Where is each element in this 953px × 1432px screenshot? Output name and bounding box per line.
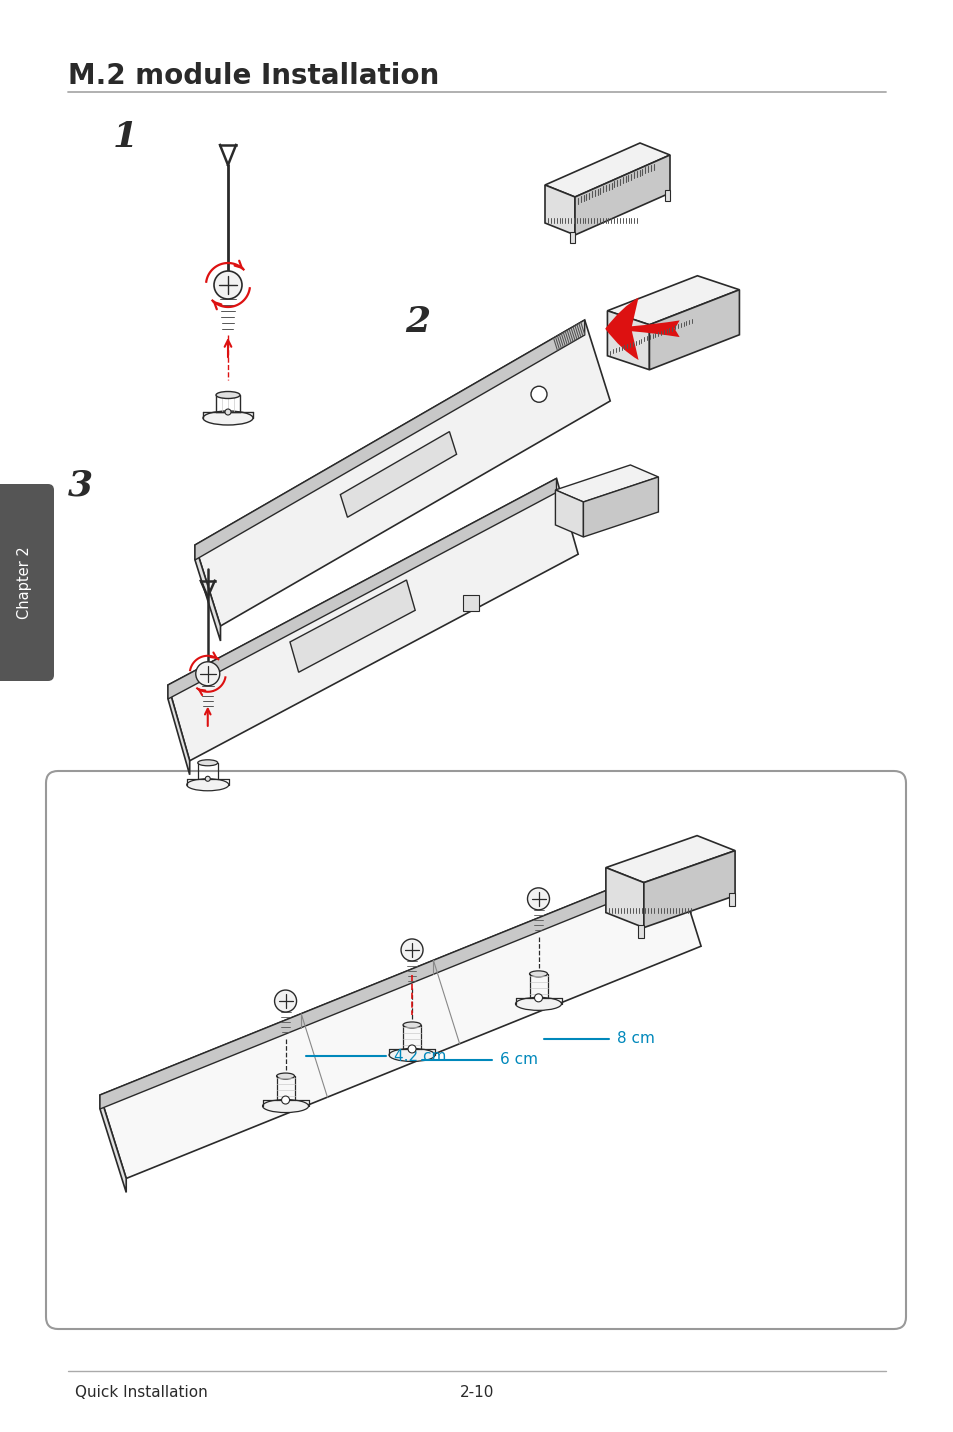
Polygon shape: [643, 851, 735, 928]
Circle shape: [531, 387, 546, 402]
Polygon shape: [100, 862, 700, 1179]
Circle shape: [225, 410, 231, 415]
Text: 2: 2: [405, 305, 430, 339]
Polygon shape: [194, 319, 584, 560]
Polygon shape: [569, 232, 575, 243]
Text: 4.2 cm: 4.2 cm: [394, 1048, 445, 1064]
Circle shape: [205, 776, 210, 782]
Ellipse shape: [515, 997, 561, 1011]
Text: 2-10: 2-10: [459, 1385, 494, 1400]
Circle shape: [281, 1095, 290, 1104]
Polygon shape: [555, 465, 658, 503]
Polygon shape: [605, 836, 735, 882]
Ellipse shape: [262, 1100, 308, 1113]
Text: 6 cm: 6 cm: [499, 1053, 537, 1067]
Polygon shape: [583, 477, 658, 537]
Polygon shape: [194, 319, 610, 626]
Polygon shape: [544, 143, 669, 198]
Ellipse shape: [187, 779, 229, 790]
FancyBboxPatch shape: [0, 484, 54, 682]
Polygon shape: [340, 431, 456, 517]
Polygon shape: [605, 868, 643, 928]
Polygon shape: [168, 684, 190, 775]
Text: Chapter 2: Chapter 2: [16, 546, 31, 619]
Polygon shape: [607, 311, 649, 369]
Polygon shape: [194, 546, 220, 642]
Text: 3: 3: [68, 468, 93, 503]
Polygon shape: [462, 594, 478, 611]
Polygon shape: [555, 490, 583, 537]
Text: 1: 1: [112, 120, 138, 155]
Polygon shape: [544, 185, 575, 235]
Text: M.2 module Installation: M.2 module Installation: [68, 62, 438, 90]
Ellipse shape: [197, 760, 217, 766]
FancyBboxPatch shape: [46, 770, 905, 1329]
Text: Quick Installation: Quick Installation: [75, 1385, 208, 1400]
Ellipse shape: [389, 1048, 435, 1061]
Text: 8 cm: 8 cm: [616, 1031, 654, 1047]
Ellipse shape: [276, 1073, 294, 1080]
Circle shape: [274, 990, 296, 1012]
Polygon shape: [100, 862, 674, 1108]
Circle shape: [400, 939, 422, 961]
Ellipse shape: [402, 1022, 420, 1028]
Ellipse shape: [215, 391, 240, 398]
Circle shape: [408, 1045, 416, 1053]
Polygon shape: [100, 1095, 126, 1193]
Polygon shape: [290, 580, 415, 672]
Polygon shape: [638, 925, 643, 938]
Polygon shape: [575, 155, 669, 235]
Circle shape: [213, 271, 242, 299]
Circle shape: [534, 994, 542, 1002]
Ellipse shape: [203, 411, 253, 425]
Circle shape: [527, 888, 549, 909]
Polygon shape: [649, 289, 739, 369]
Ellipse shape: [529, 971, 547, 977]
Polygon shape: [607, 276, 739, 325]
Polygon shape: [168, 478, 556, 699]
Polygon shape: [664, 190, 669, 200]
Polygon shape: [168, 478, 578, 760]
Circle shape: [195, 662, 219, 686]
Polygon shape: [728, 892, 735, 905]
